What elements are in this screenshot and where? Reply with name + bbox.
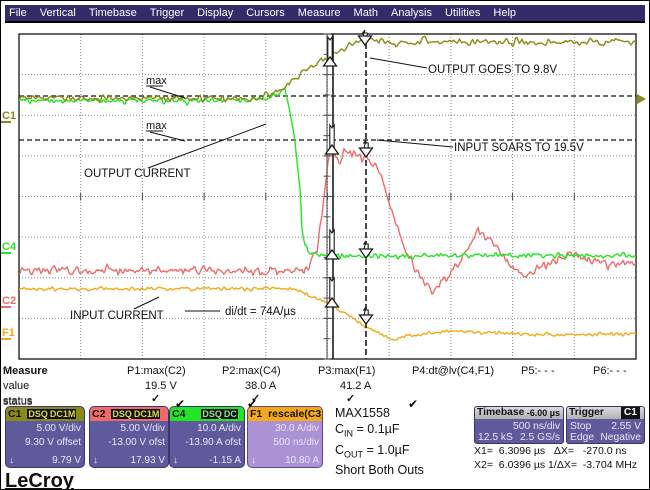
svg-text:INPUT CURRENT: INPUT CURRENT [70,310,164,322]
svg-text:F1: F1 [2,327,15,339]
svg-text:C2: C2 [2,295,16,307]
svg-text:INPUT SOARS TO 19.5V: INPUT SOARS TO 19.5V [454,142,584,154]
svg-text:C4: C4 [2,241,17,253]
svg-text:max: max [146,120,167,132]
svg-text:OUTPUT CURRENT: OUTPUT CURRENT [84,168,190,180]
svg-text:C1: C1 [2,110,16,122]
svg-text:max: max [146,75,167,87]
svg-text:di/dt = 74A/µs: di/dt = 74A/µs [225,306,296,318]
svg-text:OUTPUT GOES TO 9.8V: OUTPUT GOES TO 9.8V [428,64,557,76]
